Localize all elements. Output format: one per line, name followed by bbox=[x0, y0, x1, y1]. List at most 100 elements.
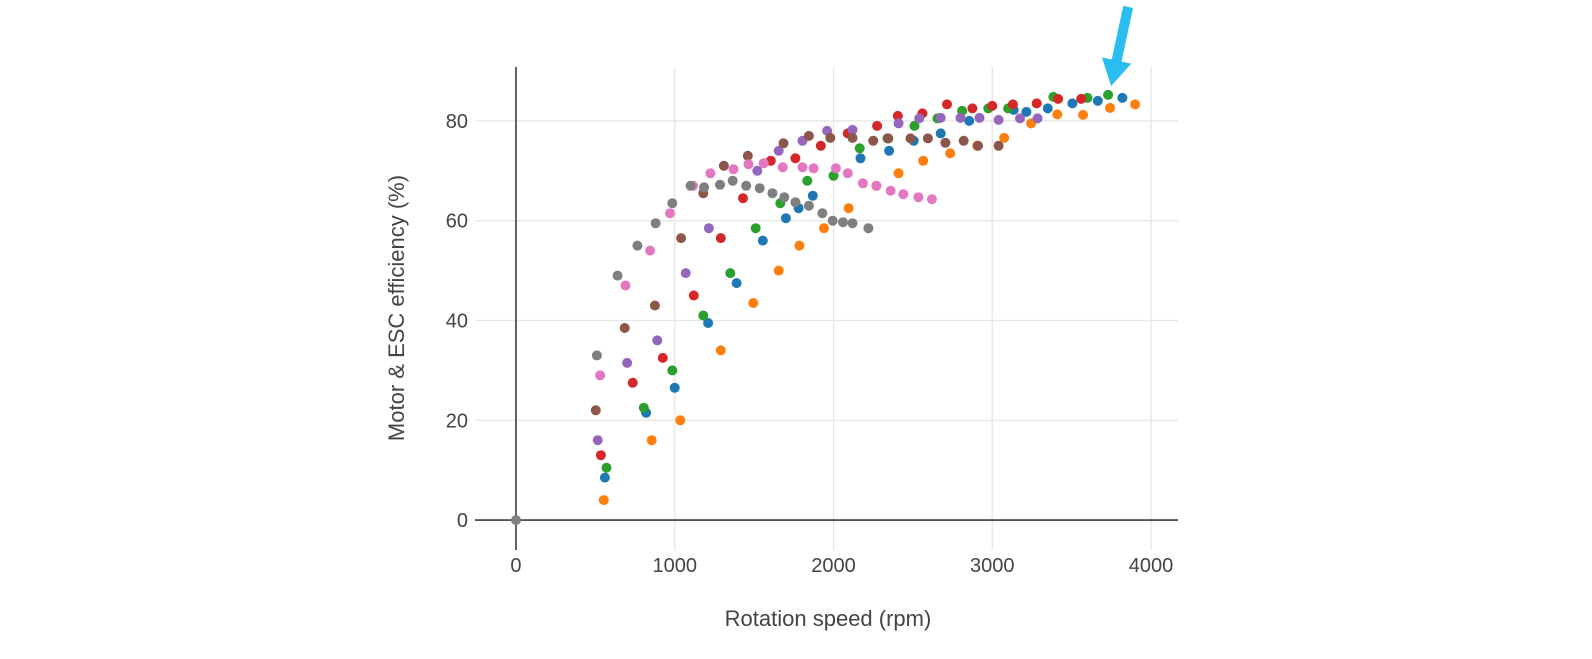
data-point-brown bbox=[958, 135, 969, 146]
data-point-brown bbox=[742, 150, 753, 161]
data-point-orange bbox=[945, 148, 956, 159]
data-point-purple bbox=[592, 435, 603, 446]
data-point-orange bbox=[1078, 109, 1089, 120]
data-point-gray bbox=[827, 215, 838, 226]
data-point-green bbox=[1103, 89, 1114, 100]
data-point-gray bbox=[767, 188, 778, 199]
data-point-blue bbox=[669, 382, 680, 393]
data-point-gray bbox=[727, 175, 738, 186]
data-point-gray bbox=[511, 515, 521, 526]
data-point-blue bbox=[780, 213, 791, 224]
data-point-purple bbox=[935, 112, 946, 123]
data-point-layer bbox=[511, 89, 1141, 526]
data-point-red bbox=[1007, 99, 1018, 110]
series-pink bbox=[595, 158, 937, 381]
data-point-purple bbox=[622, 357, 633, 368]
data-point-brown bbox=[922, 133, 933, 144]
data-point-red bbox=[688, 290, 699, 301]
data-point-purple bbox=[752, 165, 763, 176]
data-point-gray bbox=[863, 223, 874, 234]
data-point-pink bbox=[926, 194, 937, 205]
data-point-brown bbox=[649, 300, 660, 311]
data-point-red bbox=[790, 153, 801, 164]
y-tick-label-80: 80 bbox=[446, 111, 468, 133]
data-point-blue bbox=[935, 128, 946, 139]
data-point-brown bbox=[718, 160, 729, 171]
data-point-purple bbox=[893, 118, 904, 129]
data-point-brown bbox=[590, 405, 601, 416]
data-point-purple bbox=[703, 223, 714, 234]
data-point-orange bbox=[1052, 109, 1063, 120]
data-point-green bbox=[909, 120, 920, 131]
data-point-green bbox=[601, 462, 612, 473]
data-point-purple bbox=[955, 112, 966, 123]
series-gray bbox=[511, 175, 874, 526]
data-point-gray bbox=[741, 180, 752, 191]
data-point-blue bbox=[599, 472, 610, 483]
data-point-red bbox=[815, 140, 826, 151]
data-point-green bbox=[802, 175, 813, 186]
data-point-orange bbox=[748, 298, 759, 308]
data-point-gray bbox=[847, 218, 858, 229]
data-point-pink bbox=[705, 168, 716, 179]
data-point-orange bbox=[843, 203, 854, 214]
tick-label-layer: 0 1000 2000 3000 4000 0 20 40 60 80 bbox=[446, 111, 1174, 577]
data-point-purple bbox=[847, 124, 858, 135]
data-point-brown bbox=[993, 140, 1004, 151]
data-point-pink bbox=[898, 189, 909, 200]
data-point-blue bbox=[731, 278, 742, 289]
data-point-pink bbox=[665, 208, 675, 219]
data-point-pink bbox=[595, 370, 606, 381]
data-point-pink bbox=[842, 168, 853, 179]
x-axis-title: Rotation speed (rpm) bbox=[725, 606, 932, 631]
grid-layer bbox=[475, 67, 1178, 550]
data-point-red bbox=[657, 352, 668, 363]
data-point-orange bbox=[675, 415, 686, 426]
data-point-purple bbox=[652, 335, 663, 346]
x-tick-label-0: 0 bbox=[510, 555, 521, 577]
data-point-purple bbox=[993, 114, 1004, 125]
data-point-pink bbox=[857, 178, 868, 189]
y-tick-label-60: 60 bbox=[446, 211, 468, 233]
data-point-red bbox=[595, 450, 606, 461]
series-red bbox=[595, 93, 1087, 461]
data-point-green bbox=[854, 143, 865, 154]
y-tick-label-20: 20 bbox=[446, 410, 468, 432]
data-point-green bbox=[638, 402, 649, 413]
series-blue bbox=[599, 92, 1128, 483]
data-point-gray bbox=[612, 270, 623, 281]
data-point-brown bbox=[676, 233, 687, 244]
data-point-blue bbox=[1117, 92, 1128, 103]
data-point-orange bbox=[1130, 99, 1141, 110]
data-point-green bbox=[828, 170, 839, 181]
data-point-gray bbox=[632, 240, 643, 251]
data-point-brown bbox=[973, 140, 983, 151]
data-point-gray bbox=[685, 180, 696, 191]
data-point-purple bbox=[773, 145, 784, 156]
data-point-brown bbox=[883, 133, 894, 144]
data-point-green bbox=[667, 365, 678, 376]
data-point-green bbox=[698, 310, 709, 321]
data-point-green bbox=[725, 268, 736, 279]
data-point-gray bbox=[699, 182, 710, 193]
data-point-gray bbox=[779, 192, 790, 203]
data-point-pink bbox=[797, 162, 808, 173]
data-point-brown bbox=[868, 135, 879, 146]
data-point-blue bbox=[807, 190, 818, 201]
data-point-gray bbox=[838, 217, 848, 228]
data-point-orange bbox=[598, 495, 609, 506]
data-point-brown bbox=[803, 130, 814, 141]
data-point-pink bbox=[871, 180, 882, 191]
data-point-pink bbox=[645, 245, 656, 256]
data-point-blue bbox=[1042, 103, 1053, 114]
data-point-orange bbox=[819, 223, 829, 234]
series-green bbox=[601, 89, 1114, 473]
data-point-orange bbox=[715, 345, 726, 356]
x-tick-label-2000: 2000 bbox=[811, 555, 856, 577]
data-point-orange bbox=[999, 132, 1010, 143]
data-point-blue bbox=[964, 115, 975, 126]
series-brown bbox=[590, 130, 1004, 416]
data-point-red bbox=[1076, 93, 1087, 104]
data-point-red bbox=[715, 233, 726, 244]
